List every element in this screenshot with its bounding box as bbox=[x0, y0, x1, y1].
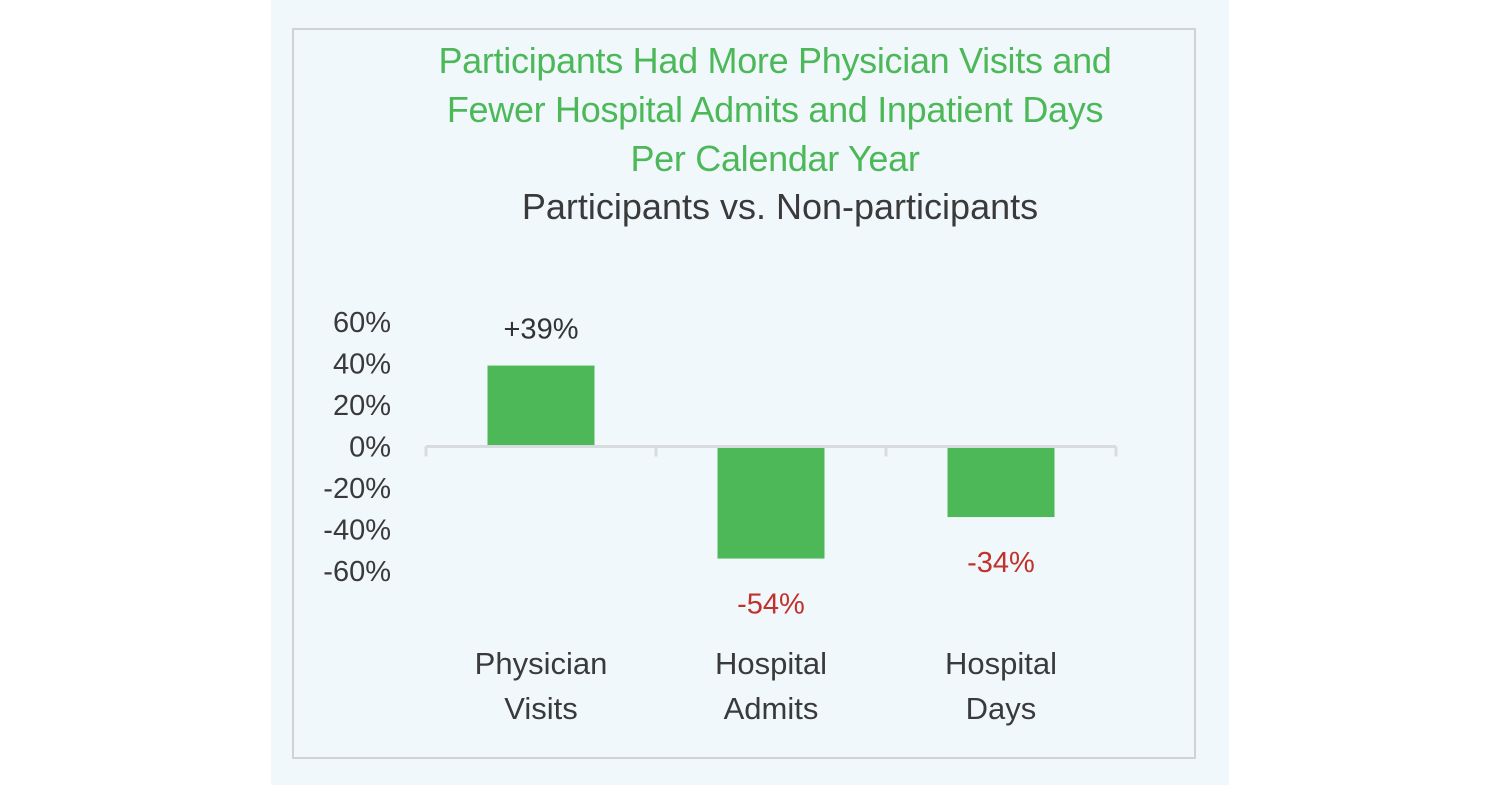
y-tick-label: 60% bbox=[333, 307, 391, 339]
chart-subtitle: Participants vs. Non-participants bbox=[521, 186, 1039, 227]
category-label: Hospital bbox=[945, 646, 1057, 681]
y-tick-label: -20% bbox=[323, 473, 391, 505]
bar bbox=[947, 446, 1055, 518]
bar bbox=[487, 365, 595, 447]
data-labels: +39% -54% -34% bbox=[504, 314, 1035, 621]
data-label: +39% bbox=[504, 314, 579, 346]
chart-title: Participants Had More Physician Visits a… bbox=[420, 36, 1130, 183]
data-label: -34% bbox=[967, 547, 1035, 579]
category-labels: Physician Visits Hospital Admits Hospital Day… bbox=[475, 646, 1057, 726]
y-axis-labels: 60% 40% 20% 0% -20% -40% -60% bbox=[323, 307, 391, 588]
bars bbox=[487, 365, 1055, 559]
category-label: Admits bbox=[724, 691, 819, 726]
data-label: -54% bbox=[737, 589, 805, 621]
y-tick-label: 0% bbox=[349, 432, 391, 464]
category-label: Physician bbox=[475, 646, 608, 681]
chart-title-line-2: Fewer Hospital Admits and Inpatient Days bbox=[446, 89, 1104, 130]
bar bbox=[717, 446, 825, 559]
y-tick-label: -40% bbox=[323, 515, 391, 547]
chart-frame bbox=[292, 28, 1196, 759]
y-tick-label: 40% bbox=[333, 349, 391, 381]
category-label: Visits bbox=[504, 691, 578, 726]
category-label: Days bbox=[966, 691, 1037, 726]
y-tick-label: -60% bbox=[323, 556, 391, 588]
chart-title-line-1: Participants Had More Physician Visits a… bbox=[438, 40, 1112, 81]
chart-background-panel bbox=[271, 0, 1229, 785]
x-axis bbox=[424, 445, 1118, 457]
y-tick-label: 20% bbox=[333, 390, 391, 422]
category-label: Hospital bbox=[715, 646, 827, 681]
chart-title-line-3: Per Calendar Year bbox=[630, 138, 920, 179]
